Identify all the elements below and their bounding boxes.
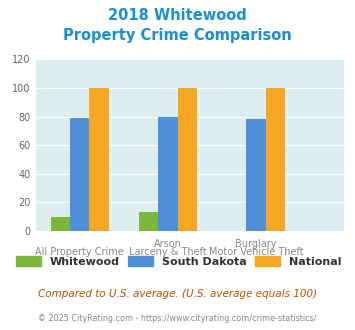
Bar [50,217,70,231]
Bar [89,88,109,231]
Bar [158,116,178,231]
Text: Burglary: Burglary [235,239,277,249]
Bar [266,88,285,231]
Text: Motor Vehicle Theft: Motor Vehicle Theft [209,247,304,257]
Legend: Whitewood, South Dakota, National: Whitewood, South Dakota, National [16,255,341,267]
Text: © 2025 CityRating.com - https://www.cityrating.com/crime-statistics/: © 2025 CityRating.com - https://www.city… [38,314,317,323]
Bar [70,118,89,231]
Text: Larceny & Theft: Larceny & Theft [129,247,207,257]
Text: Arson: Arson [154,239,182,249]
Bar [354,88,355,231]
Text: 2018 Whitewood: 2018 Whitewood [108,8,247,23]
Text: All Property Crime: All Property Crime [35,247,124,257]
Text: Compared to U.S. average. (U.S. average equals 100): Compared to U.S. average. (U.S. average … [38,289,317,299]
Bar [139,213,158,231]
Text: Property Crime Comparison: Property Crime Comparison [63,28,292,43]
Bar [178,88,197,231]
Bar [335,124,354,231]
Bar [246,119,266,231]
